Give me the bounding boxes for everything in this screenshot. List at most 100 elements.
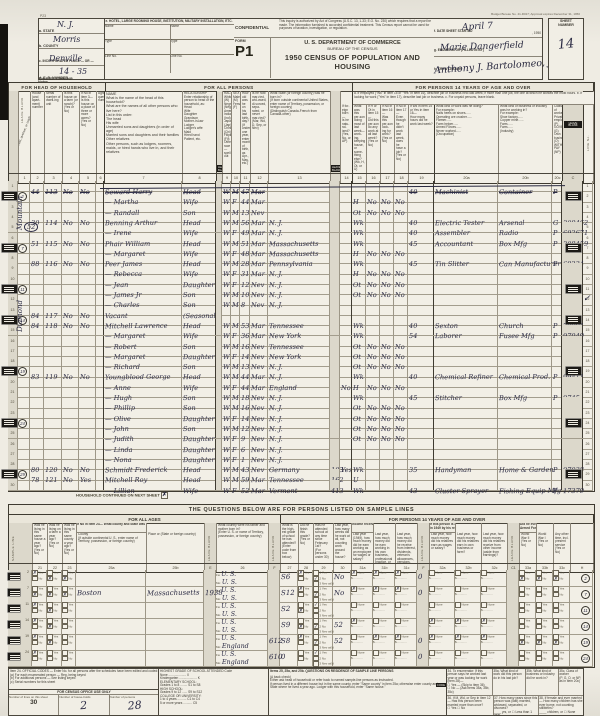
checkbox-label: None — [460, 650, 469, 655]
cell-house: 84 — [30, 314, 44, 330]
state-label: a. STATE — [39, 29, 55, 33]
checkbox-row: ✗ No — [62, 591, 75, 598]
cell-lw: Wk — [352, 222, 366, 237]
sample-col-header-i32b: Last year, how much money did his relati… — [456, 523, 482, 563]
checkbox-row: ✗ Yes — [32, 650, 46, 656]
cell-w — [366, 211, 380, 223]
cell-agq — [96, 325, 104, 336]
dollar-line: $............ — [455, 655, 467, 660]
sample-cell-ln: 14 — [8, 618, 32, 634]
cell-text: 1 — [11, 184, 14, 188]
cell-sex: M — [231, 397, 240, 412]
checkbox-row: ✗ Yes — [298, 586, 312, 592]
cell-cls: P — [552, 181, 562, 196]
cell-agq — [96, 304, 104, 315]
cell-lw: H — [352, 376, 366, 392]
cell-text: 23 — [585, 410, 590, 415]
cell-street — [18, 304, 30, 315]
sample-cell-i32b: None $............ — [455, 586, 481, 602]
cell-w — [366, 438, 380, 449]
checkbox-icon — [62, 618, 68, 624]
cell-w: No — [366, 407, 380, 423]
cell-job — [394, 314, 408, 326]
page-title: 1950 CENSUS OF POPULATION AND HOUSING — [284, 53, 421, 71]
checkbox-row: None — [395, 650, 416, 656]
checkbox-icon — [62, 623, 68, 630]
sample-table-row: 24 ✗ Yes No Yes No Yes No Fa: U. S. Mo: Eng… — [8, 650, 593, 667]
cell-ind: Arsenal — [498, 211, 552, 227]
enumerator-signature: Marie Dangerfield — [439, 40, 524, 54]
item-35a: 35a. What kind of work did this person d… — [493, 669, 526, 695]
cell-ln: 3 — [8, 201, 18, 212]
cell-ind — [498, 263, 552, 274]
checkbox-row: None — [481, 570, 506, 576]
cell-lw: Ot — [352, 428, 366, 443]
cell-hrs — [408, 469, 434, 480]
dollar-line: $............ — [455, 575, 467, 580]
office-col-a-value: 30 — [30, 699, 38, 706]
checkbox-row: ✗ No — [62, 575, 75, 582]
sample-cell-text: No — [333, 588, 345, 598]
cell-cls — [552, 448, 562, 460]
sample-cell-text: S9 — [280, 620, 291, 630]
checkbox-row: 1 Yes — [313, 618, 332, 624]
cell-agq — [96, 253, 104, 264]
cell-w — [366, 325, 380, 336]
cell-ind: Fusee Mfg — [498, 325, 552, 340]
checkbox-row: Yes — [536, 602, 552, 608]
cell-lb1 — [216, 366, 222, 377]
checkbox-icon — [62, 602, 68, 608]
office-use-title: FOR CENSUS OFFICE USE ONLY — [9, 690, 159, 695]
checkbox-icon: ✗ — [298, 570, 304, 576]
cell-acres — [79, 356, 96, 367]
cell-lw: Ot — [352, 284, 366, 299]
checkbox-icon — [519, 607, 525, 614]
cell-job: No — [394, 417, 408, 433]
col-header-house: House (and apart-ment) number — [31, 91, 45, 173]
checkbox-row: None — [351, 602, 372, 608]
marker-stripes-icon — [568, 317, 578, 319]
cell-age: 16 — [240, 335, 250, 351]
sample-line-marker-right — [566, 367, 581, 376]
table-row: 25— Judith Daughter W F 9 Nev N. J. Ot No No No 25 — [8, 428, 593, 443]
checkbox-icon — [313, 655, 319, 662]
checkbox-label: Yes — [524, 650, 531, 655]
checkbox-row: ✗ None — [395, 586, 416, 592]
sample-cell-i31a: ✗ None $............ — [351, 586, 373, 602]
col-header-text-mar: Is he now mar-ried, wid-owed, di-vorced,… — [252, 91, 267, 131]
cell-age: 18 — [240, 387, 250, 402]
cell-born: N. J. — [268, 366, 330, 381]
cell-born: N. J. — [268, 284, 330, 299]
checkbox-label: Yes — [37, 602, 44, 607]
mother-country: U. S. — [221, 626, 237, 634]
cell-name: Phair William — [104, 232, 182, 248]
cell-lb1 — [216, 417, 222, 429]
leave-blank-icon: LEAVE BLANK — [564, 121, 582, 128]
sample-cell-q21: ✗ Yes No — [32, 650, 47, 666]
cell-look: No — [380, 263, 394, 278]
cell-job — [394, 181, 408, 192]
cell-name: — Anne — [104, 376, 182, 392]
sample-cell-fm: Fa: U. S. Mo: England — [216, 650, 268, 666]
cell-name: — Olive — [104, 407, 182, 423]
hotel-box: e. HOTEL, LARGE ROOMING HOUSE, INSTITUTI… — [104, 18, 236, 80]
cell-street — [18, 242, 30, 254]
col-number-lb2 — [331, 174, 341, 183]
cell-job — [394, 366, 408, 377]
cell-lw: Ot — [352, 273, 366, 289]
checkbox-icon — [553, 586, 559, 592]
checkbox-icon — [32, 575, 38, 582]
dollar-line: $............ — [373, 575, 385, 580]
sample-cell-i32b: None $............ — [455, 570, 481, 586]
cell-farm — [62, 201, 79, 212]
cell-cls — [552, 407, 562, 418]
cell-ind: Fishing Equip Mfg — [498, 479, 561, 495]
cell-born: N. J. — [268, 448, 330, 464]
cell-cls — [552, 469, 562, 480]
cell-hrs — [408, 397, 434, 408]
continued-note: HOUSEHOLD CONTINUED ON NEXT SHEET ✗ — [76, 492, 168, 499]
cell-lb1 — [216, 181, 222, 192]
checkbox-row: Yes — [536, 634, 552, 640]
checkbox-row: ✗ None — [395, 570, 416, 576]
checkbox-row: Yes — [553, 618, 569, 624]
